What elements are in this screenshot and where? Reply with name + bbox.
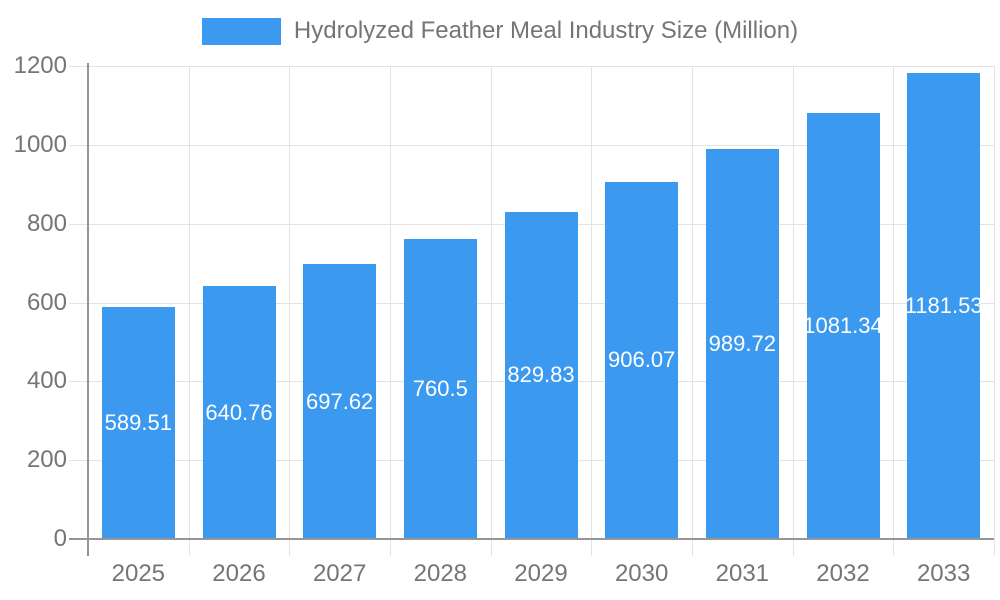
x-tick-label: 2026 bbox=[212, 560, 266, 587]
bar-2025 bbox=[102, 306, 175, 538]
bar-value-label: 1181.53 bbox=[904, 293, 983, 319]
chart-legend-item[interactable]: Hydrolyzed Feather Meal Industry Size (M… bbox=[0, 17, 1000, 45]
x-tick-label: 2029 bbox=[514, 560, 568, 587]
y-gridline bbox=[69, 66, 994, 67]
x-tick-label: 2030 bbox=[614, 560, 669, 587]
y-tick-label: 600 bbox=[26, 288, 67, 316]
bar-2033 bbox=[907, 73, 980, 538]
y-tick-label: 800 bbox=[26, 209, 67, 237]
bar-value-label: 697.62 bbox=[306, 388, 374, 414]
x-gridline bbox=[490, 66, 492, 556]
bar-value-label: 589.51 bbox=[104, 409, 172, 435]
x-tick-label: 2032 bbox=[816, 560, 870, 587]
x-tick-label: 2033 bbox=[916, 560, 971, 587]
bar-value-label: 989.72 bbox=[708, 330, 776, 356]
x-gridline bbox=[893, 66, 895, 556]
bar-value-label: 760.5 bbox=[412, 376, 468, 402]
bar-2028 bbox=[404, 239, 477, 538]
y-tick-label: 1200 bbox=[13, 52, 67, 79]
x-gridline bbox=[188, 66, 190, 556]
y-tick-label: 0 bbox=[53, 525, 67, 552]
x-gridline bbox=[792, 66, 794, 556]
x-tick-label: 2028 bbox=[413, 560, 468, 587]
legend-swatch bbox=[201, 17, 281, 45]
y-gridline bbox=[69, 144, 994, 146]
bar-value-label: 640.76 bbox=[205, 399, 273, 425]
bar-2029 bbox=[505, 211, 578, 538]
x-gridline bbox=[692, 66, 693, 556]
bar-2031 bbox=[706, 148, 779, 538]
x-tick-label: 2025 bbox=[111, 560, 166, 587]
x-gridline bbox=[390, 66, 391, 556]
x-gridline bbox=[289, 66, 291, 556]
y-tick-label: 200 bbox=[26, 446, 67, 474]
bar-value-label: 906.07 bbox=[608, 347, 676, 373]
bar-2026 bbox=[203, 286, 276, 538]
x-gridline bbox=[591, 66, 593, 556]
bar-2032 bbox=[807, 112, 880, 538]
legend-label: Hydrolyzed Feather Meal Industry Size (M… bbox=[293, 17, 799, 44]
x-tick-label: 2027 bbox=[312, 560, 367, 587]
x-gridline bbox=[994, 66, 995, 556]
x-tick-label: 2031 bbox=[715, 560, 770, 587]
y-tick-label: 1000 bbox=[13, 130, 67, 158]
bar-value-label: 1081.34 bbox=[803, 312, 883, 338]
bar-2030 bbox=[605, 181, 678, 538]
y-axis-line bbox=[87, 63, 89, 556]
bar-2027 bbox=[303, 264, 376, 538]
y-tick-label: 400 bbox=[26, 367, 67, 395]
bar-value-label: 829.83 bbox=[507, 362, 575, 388]
x-axis-line bbox=[69, 538, 994, 540]
